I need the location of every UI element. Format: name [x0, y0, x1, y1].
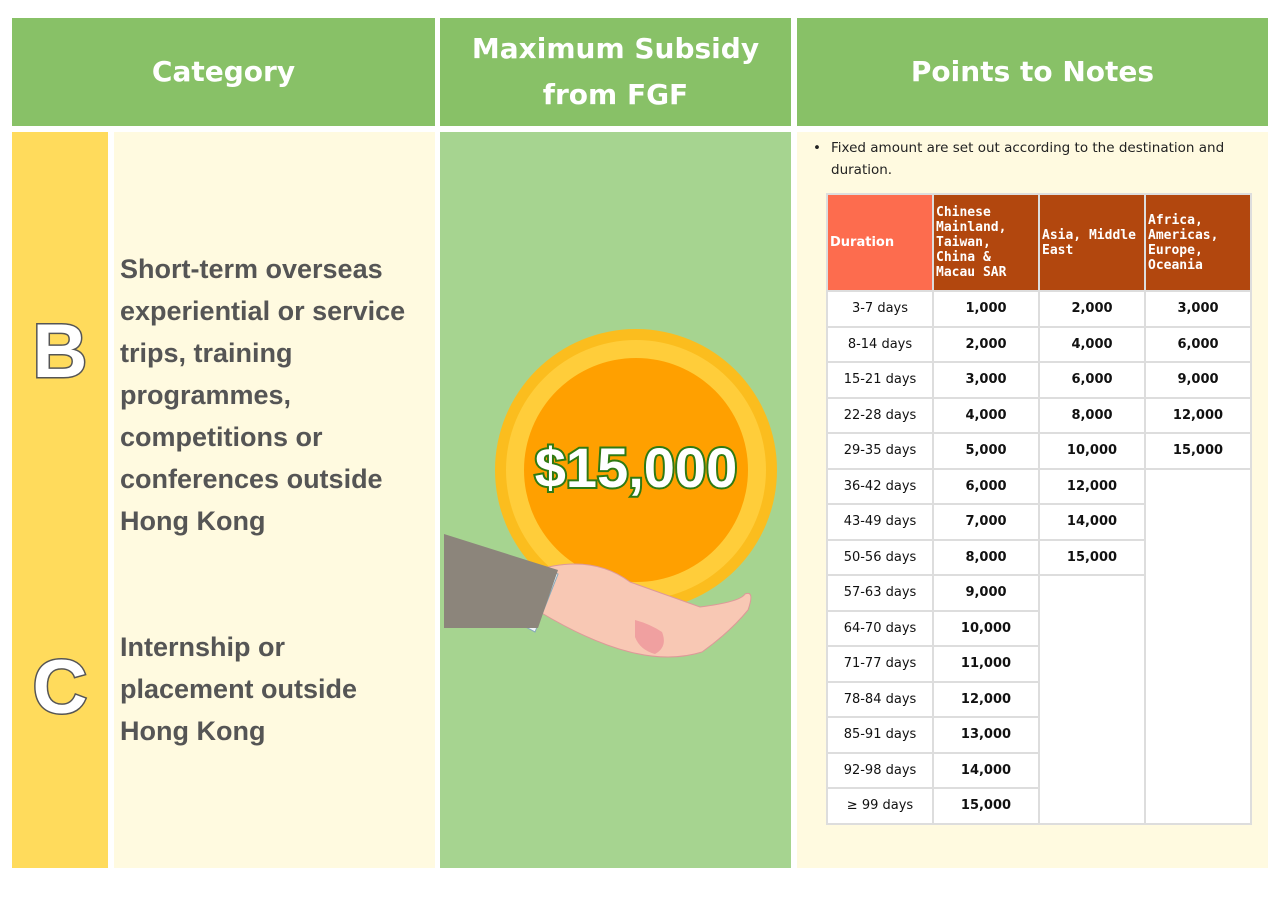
- duration-cell: ≥ 99 days: [826, 787, 934, 825]
- amount-cell: 10,000: [1038, 432, 1146, 470]
- table-row: 64-70 days 10,000: [826, 609, 1251, 647]
- table-row: 43-49 days 7,000 14,000: [826, 503, 1251, 541]
- rate-table: Duration Chinese Mainland, Taiwan, China …: [826, 193, 1252, 825]
- category-text: Short-term overseas experiential or serv…: [120, 254, 406, 536]
- amount-cell: 8,000: [932, 538, 1040, 576]
- coin-illustration: $15,000: [444, 329, 777, 658]
- table-row: 15-21 days 3,000 6,000 9,000: [826, 361, 1252, 399]
- column-header: Chinese Mainland, Taiwan, China & Macau …: [932, 193, 1040, 292]
- note-text: Fixed amount are set out according to th…: [831, 140, 1225, 178]
- duration-cell: 92-98 days: [826, 751, 934, 789]
- table-row: 22-28 days 4,000 8,000 12,000: [826, 396, 1252, 434]
- table-row: 36-42 days 6,000 12,000: [826, 467, 1252, 825]
- bullet: •: [813, 140, 821, 156]
- amount-cell: 2,000: [1038, 290, 1146, 328]
- amount-cell: 12,000: [1144, 396, 1252, 434]
- empty-cell: [1144, 467, 1252, 825]
- duration-cell: 50-56 days: [826, 538, 934, 576]
- table-row: 92-98 days 14,000: [826, 751, 1251, 789]
- duration-cell: 15-21 days: [826, 361, 934, 399]
- duration-cell: 64-70 days: [826, 609, 934, 647]
- amount-cell: 12,000: [932, 680, 1040, 718]
- amount-cell: 14,000: [1038, 503, 1146, 541]
- table-row: 50-56 days 8,000 15,000: [826, 538, 1251, 576]
- header-points: Points to Notes: [797, 18, 1268, 126]
- duration-cell: 71-77 days: [826, 645, 934, 683]
- category-letter: B: [31, 308, 89, 396]
- table-row: 71-77 days 11,000: [826, 645, 1251, 683]
- amount-cell: 14,000: [932, 751, 1040, 789]
- letter-strip: [12, 132, 108, 868]
- amount-cell: 8,000: [1038, 396, 1146, 434]
- table-row: 85-91 days 13,000: [826, 716, 1251, 754]
- amount-cell: 9,000: [932, 574, 1040, 612]
- column-header: Duration: [826, 193, 934, 292]
- amount-cell: 15,000: [1038, 538, 1146, 576]
- amount-cell: 3,000: [932, 361, 1040, 399]
- amount-cell: 11,000: [932, 645, 1040, 683]
- amount: $15,000: [535, 436, 737, 499]
- table-row: 29-35 days 5,000 10,000 15,000: [826, 432, 1252, 470]
- thumb-nail: [635, 620, 664, 654]
- note: • Fixed amount are set out according to t…: [813, 137, 1253, 181]
- column-header: Africa, Americas, Europe, Oceania: [1144, 193, 1252, 292]
- duration-cell: 57-63 days: [826, 574, 934, 612]
- duration-cell: 36-42 days: [826, 467, 934, 505]
- table-header: Duration Chinese Mainland, Taiwan, China …: [826, 193, 1252, 292]
- duration-cell: 3-7 days: [826, 290, 934, 328]
- table-body: 3-7 days 1,000 2,000 3,000 8-14 days 2,000 4,0…: [826, 290, 1252, 825]
- column-header: Asia, Middle East: [1038, 193, 1146, 292]
- amount-cell: 6,000: [932, 467, 1040, 505]
- category-letter: C: [31, 644, 89, 732]
- sleeve: [444, 534, 558, 628]
- amount-cell: 15,000: [1144, 432, 1252, 470]
- amount-cell: 12,000: [1038, 467, 1146, 505]
- duration-cell: 78-84 days: [826, 680, 934, 718]
- duration-cell: 22-28 days: [826, 396, 934, 434]
- amount-cell: 15,000: [932, 787, 1040, 825]
- duration-cell: 43-49 days: [826, 503, 934, 541]
- header-subsidy: Maximum Subsidy from FGF: [440, 18, 791, 126]
- duration-cell: 85-91 days: [826, 716, 934, 754]
- coin-inner: [524, 358, 748, 582]
- header-category: Category: [12, 18, 435, 126]
- amount-cell: 10,000: [932, 609, 1040, 647]
- amount-cell: 5,000: [932, 432, 1040, 470]
- amount-cell: 6,000: [1038, 361, 1146, 399]
- amount-cell: 6,000: [1144, 325, 1252, 363]
- table-row: 3-7 days 1,000 2,000 3,000: [826, 290, 1252, 328]
- amount-cell: 4,000: [1038, 325, 1146, 363]
- duration-cell: 29-35 days: [826, 432, 934, 470]
- table-row: 57-63 days 9,000: [826, 574, 1251, 825]
- table-row: 8-14 days 2,000 4,000 6,000: [826, 325, 1252, 363]
- table-row: ≥ 99 days 15,000: [826, 787, 1251, 825]
- duration-cell: 8-14 days: [826, 325, 934, 363]
- amount-cell: 13,000: [932, 716, 1040, 754]
- amount-cell: 4,000: [932, 396, 1040, 434]
- amount-cell: 3,000: [1144, 290, 1252, 328]
- table-row: 78-84 days 12,000: [826, 680, 1251, 718]
- empty-cell: [1038, 574, 1146, 825]
- category-text: Internship or placement outside Hong Kon…: [120, 632, 358, 746]
- category-panel: [114, 132, 435, 868]
- amount-cell: 7,000: [932, 503, 1040, 541]
- hand: [529, 563, 752, 658]
- amount-cell: 9,000: [1144, 361, 1252, 399]
- amount-cell: 1,000: [932, 290, 1040, 328]
- amount-cell: 2,000: [932, 325, 1040, 363]
